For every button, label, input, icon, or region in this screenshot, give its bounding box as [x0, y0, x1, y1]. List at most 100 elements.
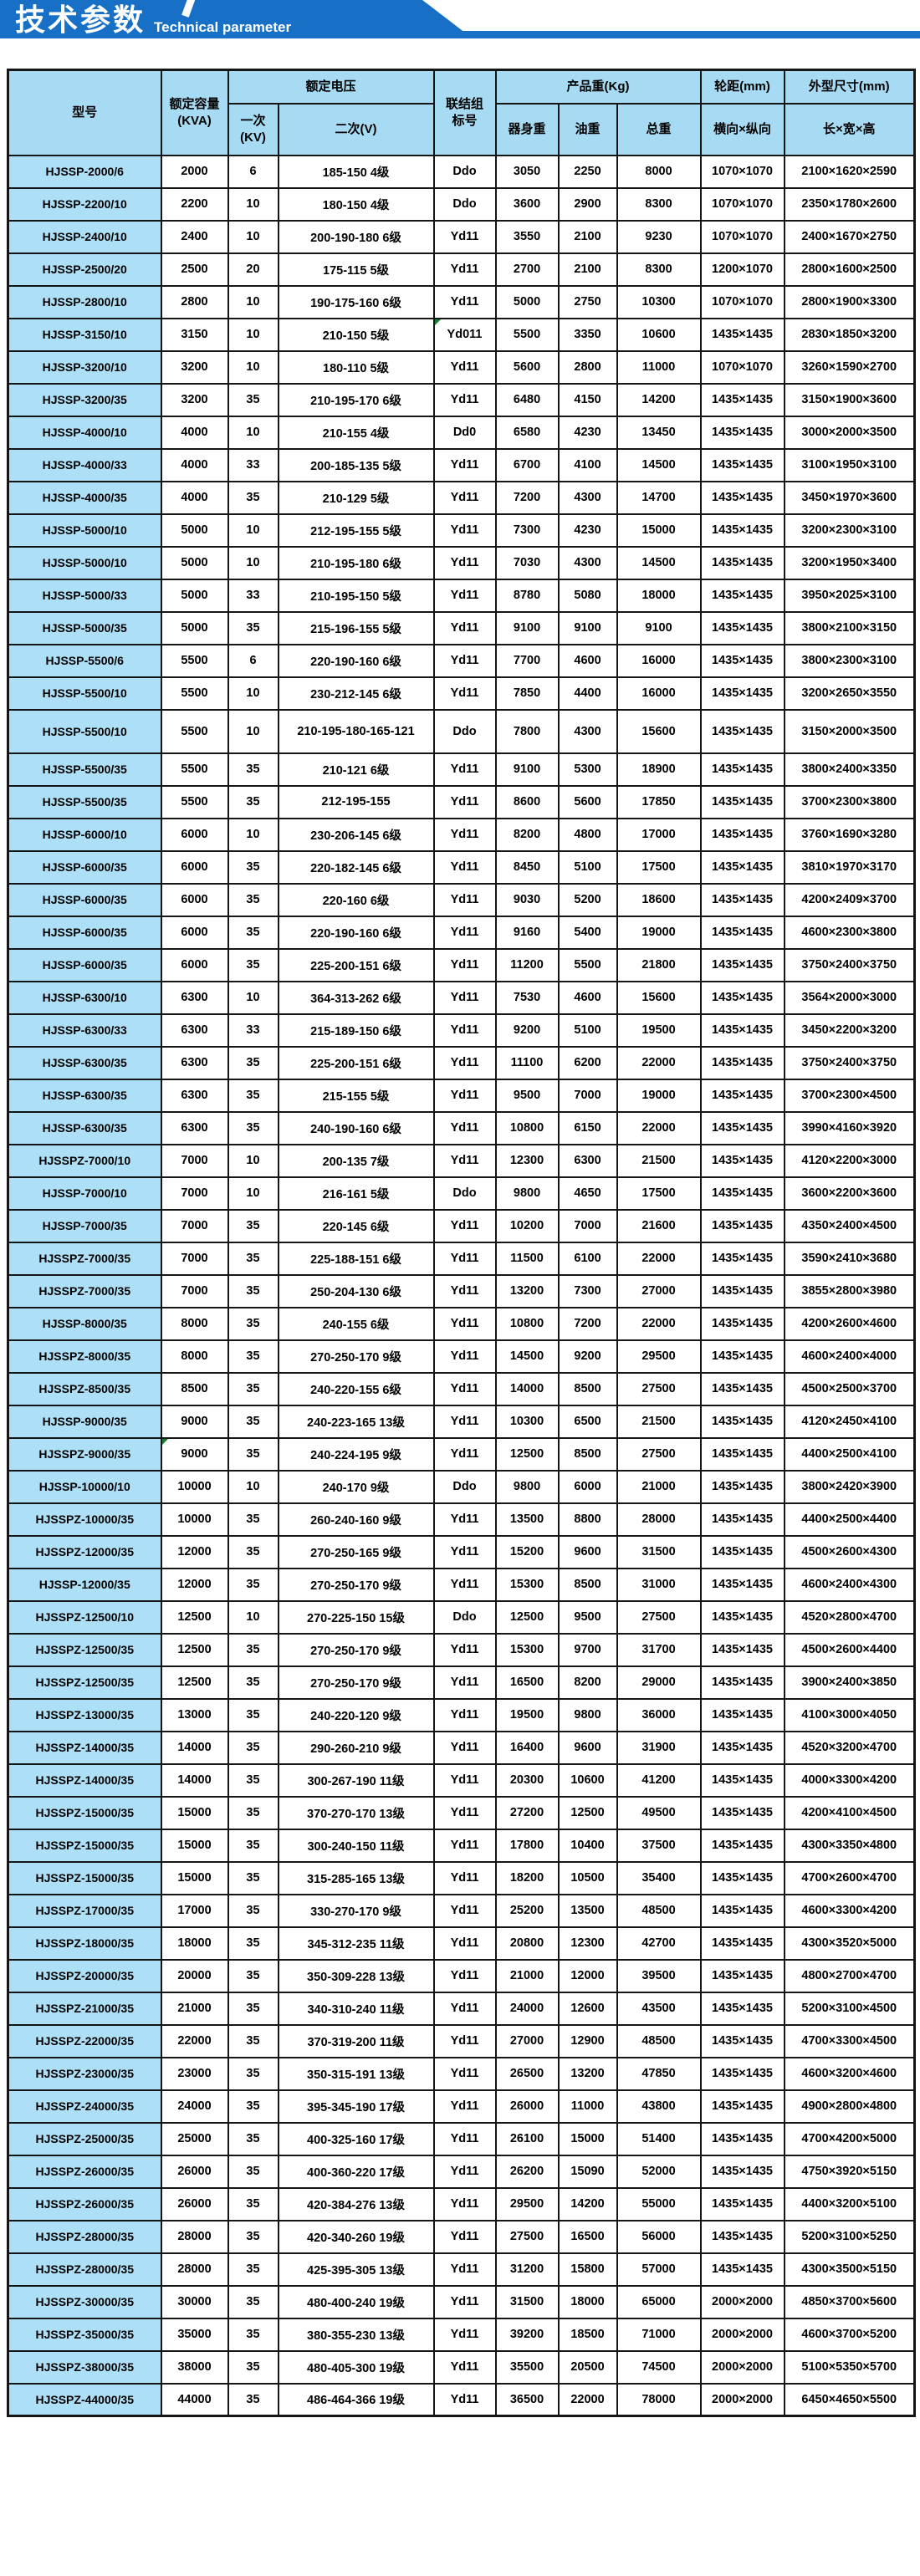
cell-primary: 35: [227, 1045, 279, 1080]
cell-secondary: 225-200-151 6级: [277, 947, 435, 982]
cell-oil-weight: 2100: [557, 219, 618, 254]
cell-capacity: 5500: [160, 784, 229, 819]
cell-connection: Yd11: [432, 1795, 497, 1830]
table-row: HJSSPZ-20000/35 20000 35 350-309-228 13级 Yd1…: [7, 1958, 916, 1993]
cell-dimensions: 3800×2100×3150: [783, 610, 916, 645]
cell-body-weight: 13200: [494, 1273, 560, 1308]
cell-primary: 35: [227, 382, 279, 417]
cell-primary: 35: [227, 1567, 279, 1602]
cell-total-weight: 21500: [616, 1143, 702, 1178]
cell-model: HJSSPZ-28000/35: [7, 2252, 162, 2287]
cell-oil-weight: 12600: [557, 1991, 618, 2026]
cell-primary: 35: [227, 1730, 279, 1765]
cell-wheelbase: 1435×1435: [699, 1893, 785, 1928]
cell-dimensions: 5200×3100×5250: [783, 2219, 916, 2254]
cell-secondary: 215-196-155 5级: [277, 610, 435, 645]
cell-model: HJSSP-12000/35: [7, 1567, 162, 1602]
cell-model: HJSSPZ-18000/35: [7, 1926, 162, 1961]
cell-capacity: 8000: [160, 1339, 229, 1374]
cell-capacity: 6300: [160, 1045, 229, 1080]
cell-wheelbase: 1435×1435: [699, 382, 785, 417]
cell-capacity: 7000: [160, 1176, 229, 1211]
cell-wheelbase: 1435×1435: [699, 1697, 785, 1732]
cell-capacity: 7000: [160, 1208, 229, 1243]
cell-total-weight: 9100: [616, 610, 702, 645]
cell-capacity: 12000: [160, 1567, 229, 1602]
table-row: HJSSP-6000/10 6000 10 230-206-145 6级 Yd11 820…: [7, 817, 916, 852]
cell-primary: 35: [227, 2284, 279, 2319]
cell-connection: Yd011: [432, 317, 497, 352]
cell-oil-weight: 6000: [557, 1469, 618, 1504]
cell-total-weight: 15600: [616, 980, 702, 1015]
cell-dimensions: 3810×1970×3170: [783, 849, 916, 885]
cell-total-weight: 29500: [616, 1339, 702, 1374]
cell-model: HJSSPZ-9000/35: [7, 1436, 162, 1472]
cell-secondary: 380-355-230 13级: [277, 2317, 435, 2352]
cell-dimensions: 4700×4200×5000: [783, 2121, 916, 2156]
cell-total-weight: 19500: [616, 1013, 702, 1048]
cell-wheelbase: 1435×1435: [699, 849, 785, 885]
cell-wheelbase: 1435×1435: [699, 2252, 785, 2287]
cell-oil-weight: 5500: [557, 947, 618, 982]
table-row: HJSSPZ-7000/35 7000 35 250-204-130 6级 Yd11 13…: [7, 1273, 916, 1308]
cell-body-weight: 10200: [494, 1208, 560, 1243]
technical-parameter-table: 型号 额定容量 (KVA) 额定电压 联结组 标号 产品重(Kg) 轮距(mm)…: [7, 69, 917, 2417]
table-row: HJSSPZ-8000/35 8000 35 270-250-170 9级 Yd11 14…: [7, 1339, 916, 1374]
cell-wheelbase: 1435×1435: [699, 2219, 785, 2254]
table-row: HJSSP-5000/33 5000 33 210-195-150 5级 Yd11 878…: [7, 578, 916, 613]
cell-secondary: 400-360-220 17级: [277, 2154, 435, 2189]
cell-capacity: 24000: [160, 2089, 229, 2124]
cell-dimensions: 4350×2400×4500: [783, 1208, 916, 1243]
table-row: HJSSP-5500/10 5500 10 230-212-145 6级 Yd11 785…: [7, 676, 916, 711]
cell-connection: Yd11: [432, 284, 497, 319]
cell-body-weight: 9100: [494, 610, 560, 645]
cell-connection: Yd11: [432, 1958, 497, 1993]
cell-model: HJSSP-5000/10: [7, 545, 162, 580]
cell-oil-weight: 4600: [557, 980, 618, 1015]
cell-capacity: 2200: [160, 186, 229, 222]
cell-model: HJSSP-5000/35: [7, 610, 162, 645]
cell-model: HJSSPZ-22000/35: [7, 2023, 162, 2058]
cell-oil-weight: 6500: [557, 1404, 618, 1439]
cell-body-weight: 19500: [494, 1697, 560, 1732]
cell-oil-weight: 5080: [557, 578, 618, 613]
cell-dimensions: 3150×2000×3500: [783, 708, 916, 754]
cell-wheelbase: 2000×2000: [699, 2317, 785, 2352]
cell-secondary: 210-121 6级: [277, 752, 435, 787]
table-row: HJSSP-5000/10 5000 10 210-195-180 6级 Yd11 703…: [7, 545, 916, 580]
table-body: HJSSP-2000/6 2000 6 185-150 4级 Ddo 3050 2250 80…: [7, 154, 916, 2417]
cell-oil-weight: 9100: [557, 610, 618, 645]
cell-capacity: 8500: [160, 1371, 229, 1406]
col-header-oil-weight: 油重: [557, 102, 618, 156]
cell-wheelbase: 1435×1435: [699, 2121, 785, 2156]
cell-dimensions: 5100×5350×5700: [783, 2349, 916, 2385]
cell-connection: Yd11: [432, 1436, 497, 1472]
cell-connection: Yd11: [432, 382, 497, 417]
cell-wheelbase: 1435×1435: [699, 784, 785, 819]
cell-connection: Yd11: [432, 1110, 497, 1145]
cell-connection: Yd11: [432, 1078, 497, 1113]
table-row: HJSSPZ-28000/35 28000 35 420-340-260 19级 Yd1…: [7, 2219, 916, 2254]
cell-dimensions: 3200×2650×3550: [783, 676, 916, 711]
cell-oil-weight: 4100: [557, 447, 618, 482]
cell-connection: Yd11: [432, 1926, 497, 1961]
cell-total-weight: 10300: [616, 284, 702, 319]
cell-connection: Yd11: [432, 513, 497, 548]
connection-label-line1: 联结组: [446, 97, 484, 112]
cell-model: HJSSPZ-14000/35: [7, 1762, 162, 1798]
cell-body-weight: 3550: [494, 219, 560, 254]
cell-primary: 6: [227, 643, 279, 678]
cell-total-weight: 36000: [616, 1697, 702, 1732]
cell-total-weight: 28000: [616, 1502, 702, 1537]
table-row: HJSSP-8000/35 8000 35 240-155 6级 Yd11 10800 72…: [7, 1306, 916, 1341]
cell-wheelbase: 1435×1435: [699, 1502, 785, 1537]
col-header-dimensions-sub: 长×宽×高: [783, 102, 916, 156]
cell-secondary: 210-195-170 6级: [277, 382, 435, 417]
cell-total-weight: 14700: [616, 480, 702, 515]
cell-connection: Yd11: [432, 1273, 497, 1308]
cell-primary: 10: [227, 1599, 279, 1635]
cell-model: HJSSP-4000/35: [7, 480, 162, 515]
cell-body-weight: 3600: [494, 186, 560, 222]
cell-model: HJSSPZ-38000/35: [7, 2349, 162, 2385]
cell-total-weight: 27500: [616, 1436, 702, 1472]
